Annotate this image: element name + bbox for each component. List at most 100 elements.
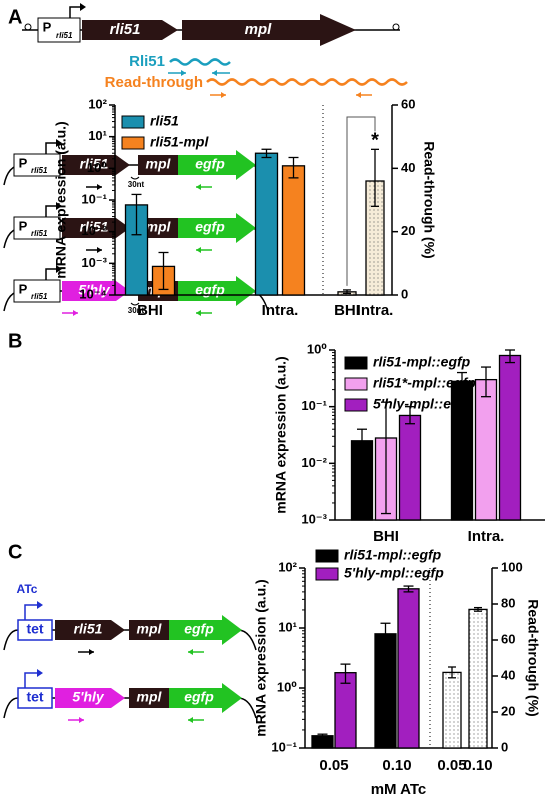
promoter-arrow bbox=[69, 6, 80, 18]
y-tick-label: 10¹ bbox=[278, 619, 297, 634]
gene-label: mpl bbox=[137, 621, 163, 637]
bar bbox=[254, 152, 279, 296]
dna bbox=[3, 629, 257, 651]
promoter-box bbox=[13, 279, 61, 303]
terminator bbox=[24, 23, 32, 31]
gene-arrow bbox=[169, 615, 242, 645]
y2-axis-title: Read-through (%) bbox=[525, 599, 541, 716]
dna bbox=[3, 697, 257, 719]
promoter-arrow-head bbox=[56, 265, 62, 273]
primer-arrow-head bbox=[221, 92, 226, 98]
transcript bbox=[169, 58, 231, 66]
bar bbox=[398, 414, 422, 521]
promoter-arrow-head bbox=[56, 139, 62, 147]
gene-label: ATc bbox=[17, 582, 38, 596]
bar bbox=[397, 588, 420, 749]
gene-label: rli51 bbox=[31, 292, 48, 301]
y-axis-title: mRNA expression (a.u.) bbox=[253, 579, 269, 736]
y2-tick-label: 0 bbox=[401, 286, 408, 301]
gene-label: tet bbox=[26, 689, 43, 705]
gene-label: egfp bbox=[184, 689, 214, 705]
y2-tick-label: 80 bbox=[501, 595, 515, 610]
primer-arrow-head bbox=[97, 184, 102, 190]
promoter-arrow bbox=[45, 268, 56, 280]
x-tick-label: 0.10 bbox=[382, 757, 411, 774]
y-tick-label: 10¹ bbox=[88, 128, 107, 143]
gene-label: P bbox=[19, 281, 28, 296]
significance-bracket bbox=[346, 116, 376, 286]
gene-arrow bbox=[178, 150, 256, 180]
bar bbox=[468, 608, 488, 749]
primer-arrow-head bbox=[188, 649, 193, 655]
gene-label: rli51 bbox=[31, 229, 48, 238]
legend-swatch bbox=[315, 549, 339, 563]
promoter-arrow bbox=[24, 672, 37, 688]
bar bbox=[474, 378, 498, 521]
bar bbox=[442, 671, 462, 749]
primer-arrow-head bbox=[196, 310, 201, 316]
y-tick-label: 10⁰ bbox=[307, 341, 327, 356]
gene-label: rli51 bbox=[74, 621, 103, 637]
terminator bbox=[392, 23, 400, 31]
panel-label: B bbox=[8, 330, 22, 352]
y2-tick-label: 20 bbox=[501, 703, 515, 718]
legend-label: 5'hly-mpl::egfp bbox=[373, 396, 473, 412]
promoter-box bbox=[17, 687, 53, 709]
legend-swatch bbox=[344, 356, 368, 370]
y-tick-label: 10⁻² bbox=[81, 223, 107, 238]
legend-label: 5'hly-mpl::egfp bbox=[344, 565, 444, 581]
gene-arrow bbox=[82, 20, 178, 40]
legend-swatch bbox=[121, 136, 145, 150]
legend-swatch bbox=[344, 398, 368, 412]
x-tick-label: BHI bbox=[373, 528, 399, 545]
gene-arrow bbox=[55, 620, 125, 640]
y2-tick-label: 20 bbox=[401, 223, 415, 238]
y-tick-label: 10⁻⁴ bbox=[79, 286, 107, 301]
primer-arrow-head bbox=[356, 92, 361, 98]
primer-arrow-head bbox=[196, 247, 201, 253]
promoter-box bbox=[13, 216, 61, 240]
legend-label: rli51-mpl::egfp bbox=[344, 547, 442, 563]
gene-box bbox=[129, 620, 169, 640]
primer-arrow-head bbox=[181, 70, 186, 76]
gene-label: rli51 bbox=[80, 219, 109, 235]
significance: * bbox=[371, 130, 379, 152]
primer-arrow-head bbox=[196, 184, 201, 190]
y2-tick-label: 40 bbox=[501, 667, 515, 682]
promoter-box bbox=[37, 17, 81, 43]
gene-arrow bbox=[169, 683, 242, 713]
gene-arrow bbox=[178, 213, 256, 243]
gene-label: egfp bbox=[184, 621, 214, 637]
x-tick-label: 0.05 bbox=[319, 757, 348, 774]
promoter-arrow-head bbox=[56, 202, 62, 210]
x-tick-label: Intra. bbox=[357, 302, 394, 319]
gene-label: rli51 bbox=[56, 31, 73, 40]
gene-label: Rli51 bbox=[129, 53, 165, 70]
primer-arrow-head bbox=[79, 717, 84, 723]
y-tick-label: 10⁻³ bbox=[81, 255, 107, 270]
gene-box bbox=[129, 688, 169, 708]
primer-arrow-head bbox=[73, 310, 78, 316]
legend-swatch bbox=[121, 115, 145, 129]
promoter-arrow-head bbox=[80, 3, 86, 11]
x-tick-label: Intra. bbox=[468, 528, 505, 545]
y2-tick-label: 60 bbox=[401, 96, 415, 111]
y-tick-label: 10⁻¹ bbox=[301, 398, 327, 413]
gene-label: P bbox=[19, 155, 28, 170]
gene-label: rli51 bbox=[110, 21, 141, 38]
promoter-box bbox=[13, 153, 61, 177]
gene-label: mpl bbox=[146, 156, 172, 172]
gene-label: 5'hly bbox=[72, 689, 105, 705]
promoter-arrow-head bbox=[37, 669, 43, 677]
legend-label: rli51-mpl bbox=[150, 134, 209, 150]
y-tick-label: 10⁻¹ bbox=[81, 191, 107, 206]
y-axis-title: mRNA expression (a.u.) bbox=[53, 121, 69, 278]
gene-arrow bbox=[55, 688, 125, 708]
bar bbox=[498, 354, 522, 521]
gene-label: mpl bbox=[245, 21, 273, 38]
bar bbox=[334, 672, 357, 749]
x-tick-label: BHI bbox=[334, 302, 360, 319]
y-tick-label: 10² bbox=[88, 96, 107, 111]
promoter-arrow-head bbox=[37, 601, 43, 609]
